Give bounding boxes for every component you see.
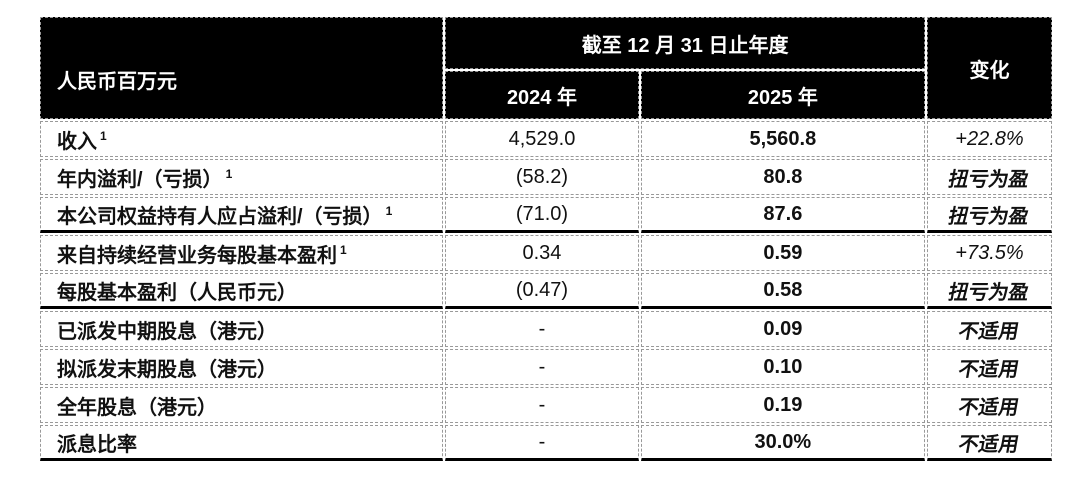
value-2025: 87.6 <box>640 197 925 233</box>
change-value: 不适用 <box>926 311 1052 347</box>
row-label-text: 每股基本盈利（人民币元） <box>57 281 297 304</box>
value-2024: - <box>445 387 639 423</box>
value-2025: 0.10 <box>640 349 925 385</box>
value-2025: 0.59 <box>640 235 925 271</box>
table-row-equity-holders-profit: 本公司权益持有人应占溢利/（亏损） 1 (71.0) 87.6 扭亏为盈 <box>40 197 1052 233</box>
row-label-text: 派息比率 <box>57 433 137 456</box>
change-value-text: 不适用 <box>957 358 1021 381</box>
unit-label: 人民币百万元 <box>40 17 444 119</box>
table-row-full-year-dividend: 全年股息（港元） - 0.19 不适用 <box>40 387 1052 423</box>
table-row-profit-year: 年内溢利/（亏损） 1 (58.2) 80.8 扭亏为盈 <box>40 159 1052 195</box>
table-row-interim-dividend: 已派发中期股息（港元） - 0.09 不适用 <box>40 311 1052 347</box>
row-label-text: 收入 <box>57 130 97 153</box>
row-label-text: 拟派发末期股息（港元） <box>57 358 277 381</box>
column-header-2024: 2024 年 <box>445 71 639 119</box>
change-value-text: 扭亏为盈 <box>947 281 1031 304</box>
value-2024: (0.47) <box>445 273 639 309</box>
period-header: 截至 12 月 31 日止年度 <box>445 17 925 69</box>
change-column-header: 变化 <box>926 17 1052 119</box>
value-2024: - <box>445 425 639 461</box>
row-label: 派息比率 <box>40 425 444 461</box>
change-value-text: 扭亏为盈 <box>947 205 1031 228</box>
footnote-marker: 1 <box>100 128 107 143</box>
change-value: 扭亏为盈 <box>926 159 1052 195</box>
row-label: 年内溢利/（亏损） 1 <box>40 159 444 195</box>
value-2024: (58.2) <box>445 159 639 195</box>
change-value: 不适用 <box>926 425 1052 461</box>
value-2025: 5,560.8 <box>640 121 925 157</box>
row-label-text: 全年股息（港元） <box>57 396 217 419</box>
value-2025: 0.19 <box>640 387 925 423</box>
change-value: 不适用 <box>926 349 1052 385</box>
change-value: 扭亏为盈 <box>926 273 1052 309</box>
row-label: 拟派发末期股息（港元） <box>40 349 444 385</box>
value-2024: 4,529.0 <box>445 121 639 157</box>
row-label: 已派发中期股息（港元） <box>40 311 444 347</box>
change-value: 扭亏为盈 <box>926 197 1052 233</box>
column-header-2025: 2025 年 <box>640 71 925 119</box>
row-label-text: 年内溢利/（亏损） <box>57 168 223 191</box>
header-row-2: 2024 年 2025 年 <box>40 71 1052 119</box>
change-value-text: 不适用 <box>957 396 1021 419</box>
financial-summary-table: 人民币百万元 截至 12 月 31 日止年度 变化 2024 年 2025 年 … <box>38 15 1054 463</box>
row-label-text: 来自持续经营业务每股基本盈利 <box>57 244 337 267</box>
row-label: 收入 1 <box>40 121 444 157</box>
footnote-marker: 1 <box>225 166 233 181</box>
table-row-final-dividend: 拟派发末期股息（港元） - 0.10 不适用 <box>40 349 1052 385</box>
change-value-text: 不适用 <box>957 320 1021 343</box>
footnote-marker: 1 <box>385 203 393 218</box>
change-value-text: 扭亏为盈 <box>947 168 1031 191</box>
footnote-marker: 1 <box>340 242 347 257</box>
header-row-1: 人民币百万元 截至 12 月 31 日止年度 变化 <box>40 17 1052 119</box>
value-2024: (71.0) <box>445 197 639 233</box>
row-label: 每股基本盈利（人民币元） <box>40 273 444 309</box>
change-value: 不适用 <box>926 387 1052 423</box>
change-value-text: 不适用 <box>957 433 1021 456</box>
value-2024: - <box>445 311 639 347</box>
row-label-text: 已派发中期股息（港元） <box>57 320 277 343</box>
table-row-revenue: 收入 1 4,529.0 5,560.8 +22.8% <box>40 121 1052 157</box>
value-2024: 0.34 <box>445 235 639 271</box>
change-value: +22.8% <box>926 121 1052 157</box>
row-label: 全年股息（港元） <box>40 387 444 423</box>
value-2025: 0.09 <box>640 311 925 347</box>
row-label: 来自持续经营业务每股基本盈利 1 <box>40 235 444 271</box>
table-row-basic-eps: 每股基本盈利（人民币元） (0.47) 0.58 扭亏为盈 <box>40 273 1052 309</box>
row-label: 本公司权益持有人应占溢利/（亏损） 1 <box>40 197 444 233</box>
value-2024: - <box>445 349 639 385</box>
table-row-eps-continuing: 来自持续经营业务每股基本盈利 1 0.34 0.59 +73.5% <box>40 235 1052 271</box>
table-row-payout-ratio: 派息比率 - 30.0% 不适用 <box>40 425 1052 461</box>
value-2025: 0.58 <box>640 273 925 309</box>
value-2025: 80.8 <box>640 159 925 195</box>
row-label-text: 本公司权益持有人应占溢利/（亏损） <box>57 205 383 228</box>
value-2025: 30.0% <box>640 425 925 461</box>
change-value: +73.5% <box>926 235 1052 271</box>
